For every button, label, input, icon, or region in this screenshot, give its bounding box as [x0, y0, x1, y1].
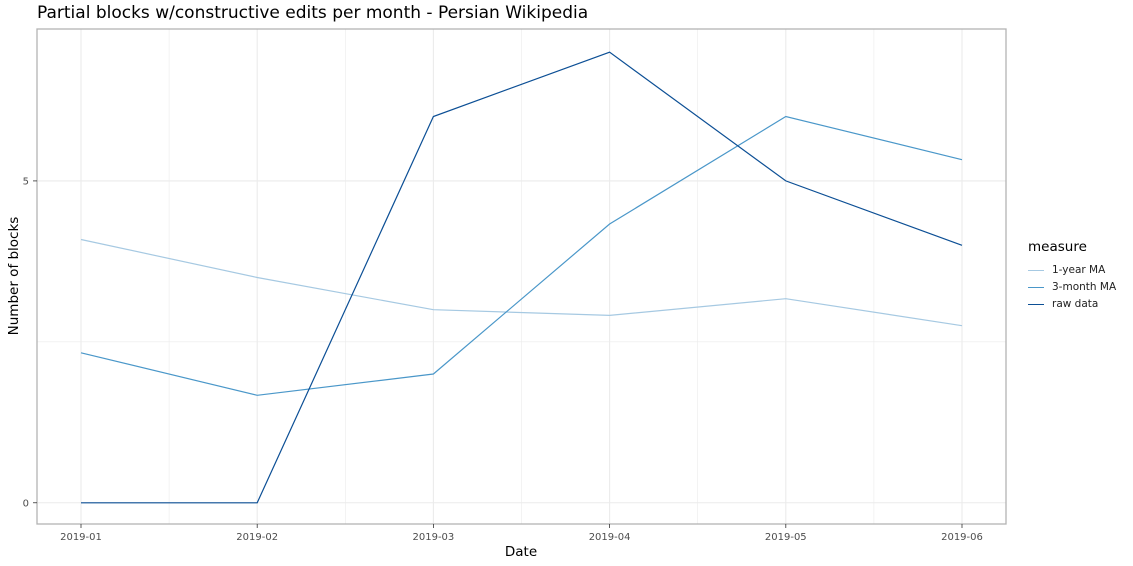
x-tick-label: 2019-03 — [413, 532, 455, 543]
y-tick-label: 5 — [23, 176, 29, 187]
plot-panel-border — [36, 28, 1007, 525]
legend-label-1-year-ma: 1-year MA — [1052, 264, 1106, 276]
x-tick-label: 2019-04 — [589, 532, 631, 543]
legend-title: measure — [1028, 239, 1087, 255]
axis-layer: 2019-01 2019-02 2019-03 2019-04 2019-05 2019-… — [23, 176, 983, 543]
x-tick-label: 2019-06 — [941, 532, 983, 543]
legend-item-3-month-ma: 3-month MA — [1028, 279, 1116, 295]
chart-title: Partial blocks w/constructive edits per … — [37, 3, 589, 23]
x-tick-label: 2019-01 — [60, 532, 102, 543]
legend-label-3-month-ma: 3-month MA — [1052, 281, 1117, 293]
series-line-1-year-ma — [80, 238, 963, 327]
y-axis-title: Number of blocks — [6, 217, 22, 336]
legend-label-raw-data: raw data — [1052, 298, 1099, 310]
x-tick-label: 2019-05 — [765, 532, 807, 543]
x-tick-label: 2019-02 — [236, 532, 278, 543]
y-tick-label: 0 — [23, 498, 29, 509]
series-line-raw-data — [81, 51, 963, 504]
legend-item-raw-data: raw data — [1028, 296, 1098, 312]
series-line-3-month-ma — [80, 115, 963, 396]
legend-key-1-year-ma — [1028, 269, 1044, 271]
series-layer — [80, 51, 963, 504]
x-axis-title: Date — [505, 544, 537, 560]
legend-item-1-year-ma: 1-year MA — [1028, 262, 1105, 278]
legend-key-raw-data — [1028, 303, 1044, 305]
legend-key-3-month-ma — [1028, 286, 1044, 288]
grid-layer — [37, 29, 1006, 524]
